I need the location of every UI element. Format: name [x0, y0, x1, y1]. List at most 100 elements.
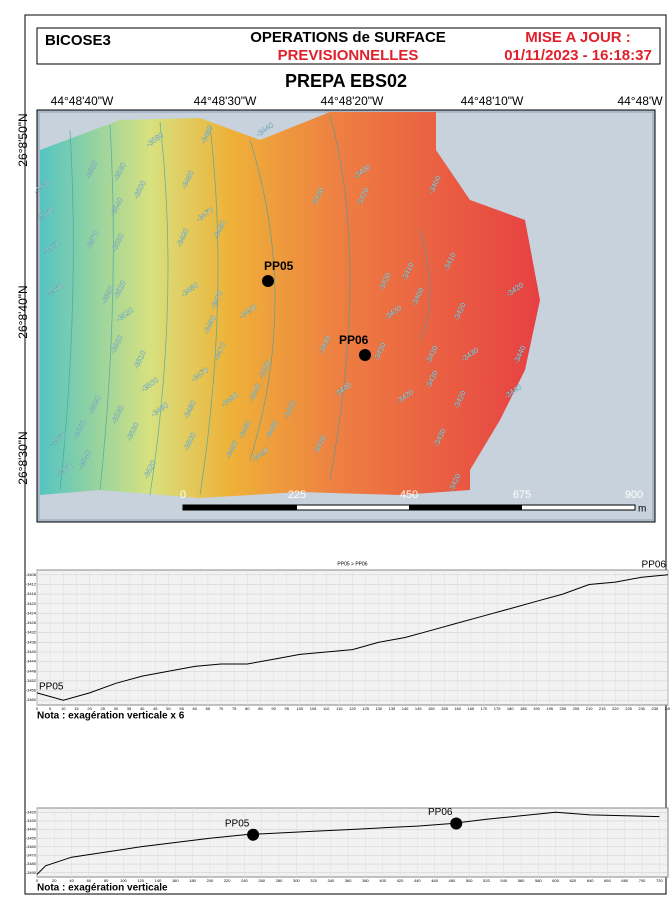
y-tick-label: -3432	[26, 630, 37, 635]
scale-label: 0	[180, 489, 186, 501]
y-tick-label: -3440	[26, 649, 37, 654]
x-tick-label: 225	[625, 706, 632, 711]
lon-label: 44°48'20"W	[321, 94, 384, 108]
y-tick-label: -3420	[26, 601, 37, 606]
x-tick-label: 300	[293, 878, 300, 883]
x-tick-label: 235	[652, 706, 659, 711]
y-tick-label: -3460	[26, 697, 37, 702]
x-tick-label: 130	[375, 706, 382, 711]
x-tick-label: 160	[172, 878, 179, 883]
x-tick-label: 420	[397, 878, 404, 883]
profile-marker	[247, 829, 259, 841]
x-tick-label: 320	[310, 878, 317, 883]
map-title: PREPA EBS02	[285, 71, 407, 91]
y-tick-label: -3450	[26, 835, 37, 840]
y-tick-label: -3448	[26, 668, 37, 673]
x-tick-label: 115	[336, 706, 343, 711]
y-tick-label: -3470	[26, 853, 37, 858]
x-tick-label: 400	[379, 878, 386, 883]
sheet: BICOSE3 OPERATIONS de SURFACE PREVISIONN…	[0, 0, 670, 898]
lat-label: 26°8'50"N	[16, 113, 30, 166]
y-tick-label: -3420	[26, 809, 37, 814]
x-tick-label: 165	[467, 706, 474, 711]
x-tick-label: 60	[193, 706, 198, 711]
x-tick-label: 460	[431, 878, 438, 883]
x-tick-label: 340	[328, 878, 335, 883]
x-tick-label: 200	[207, 878, 214, 883]
x-tick-label: 175	[494, 706, 501, 711]
plot-area	[37, 808, 668, 877]
x-tick-label: 540	[500, 878, 507, 883]
x-tick-label: 660	[604, 878, 611, 883]
profile-note: Nota : exagération verticale x 6	[37, 711, 185, 722]
x-tick-label: 145	[415, 706, 422, 711]
y-tick-label: -3460	[26, 844, 37, 849]
y-tick-label: -3456	[26, 688, 37, 693]
y-tick-label: -3412	[26, 582, 37, 587]
lon-label: 44°48'10"W	[461, 94, 524, 108]
y-tick-label: -3440	[26, 827, 37, 832]
x-tick-label: 280	[276, 878, 283, 883]
scale-label: 900	[625, 489, 643, 501]
x-tick-label: 200	[559, 706, 566, 711]
profile-marker	[450, 818, 462, 830]
update-date: 01/11/2023 - 16:18:37	[504, 47, 652, 64]
lon-label: 44°48'W	[617, 94, 663, 108]
x-tick-label: 700	[639, 878, 646, 883]
x-tick-label: 230	[638, 706, 645, 711]
x-tick-label: 135	[389, 706, 396, 711]
x-tick-label: 580	[535, 878, 542, 883]
x-tick-label: 140	[402, 706, 409, 711]
scale-unit: m	[638, 504, 646, 515]
x-tick-label: 180	[189, 878, 196, 883]
x-tick-label: 220	[612, 706, 619, 711]
page: BICOSE3 OPERATIONS de SURFACE PREVISIONN…	[0, 0, 670, 898]
marker-label: PP06	[428, 807, 453, 818]
x-tick-label: 65	[206, 706, 211, 711]
scale-label: 675	[513, 489, 531, 501]
x-tick-label: 220	[224, 878, 231, 883]
x-tick-label: 95	[285, 706, 290, 711]
y-tick-label: -3444	[26, 659, 37, 664]
x-tick-label: 155	[441, 706, 448, 711]
x-tick-label: 440	[414, 878, 421, 883]
y-tick-label: -3430	[26, 818, 37, 823]
header-title: OPERATIONS de SURFACE	[250, 29, 446, 46]
y-tick-label: -3490	[26, 870, 37, 875]
point-label: PP06	[339, 333, 369, 347]
x-tick-label: 205	[573, 706, 580, 711]
x-tick-label: 260	[258, 878, 265, 883]
x-tick-label: 125	[362, 706, 369, 711]
x-tick-label: 170	[481, 706, 488, 711]
y-tick-label: -3480	[26, 861, 37, 866]
x-tick-label: 620	[570, 878, 577, 883]
x-tick-label: 210	[586, 706, 593, 711]
x-tick-label: 70	[219, 706, 224, 711]
x-tick-label: 185	[520, 706, 527, 711]
profile-title: PP05 > PP06	[337, 561, 367, 567]
x-tick-label: 195	[546, 706, 553, 711]
x-tick-label: 240	[241, 878, 248, 883]
x-tick-label: 600	[552, 878, 559, 883]
marker-label: PP05	[225, 818, 250, 829]
x-tick-label: 90	[271, 706, 276, 711]
x-tick-label: 120	[349, 706, 356, 711]
lon-label: 44°48'40"W	[51, 94, 114, 108]
x-tick-label: 520	[483, 878, 490, 883]
profile-note: Nota : exagération verticale	[37, 883, 168, 894]
y-tick-label: -3424	[26, 610, 37, 615]
x-tick-label: 80	[245, 706, 250, 711]
x-tick-label: 560	[518, 878, 525, 883]
x-tick-label: 500	[466, 878, 473, 883]
x-tick-label: 160	[454, 706, 461, 711]
scale-segment	[183, 505, 297, 510]
x-tick-label: 640	[587, 878, 594, 883]
lon-label: 44°48'30"W	[194, 94, 257, 108]
x-tick-label: 110	[323, 706, 330, 711]
y-tick-label: -3428	[26, 620, 37, 625]
x-tick-label: 100	[297, 706, 304, 711]
x-tick-label: 180	[507, 706, 514, 711]
x-tick-label: 105	[310, 706, 317, 711]
start-label: PP05	[39, 682, 64, 693]
x-tick-label: 720	[656, 878, 663, 883]
